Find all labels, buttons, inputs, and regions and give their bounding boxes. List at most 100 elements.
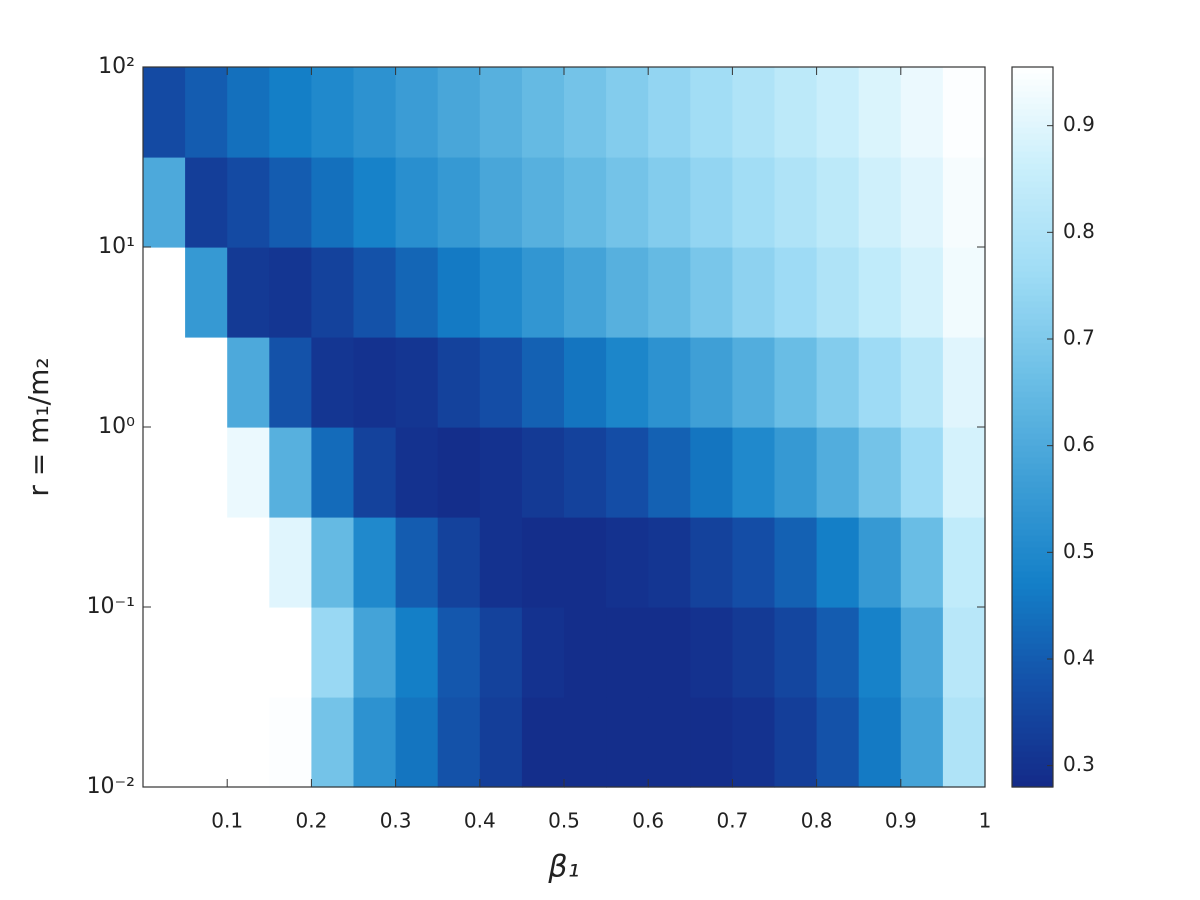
contour-cell xyxy=(732,67,776,158)
contour-cell xyxy=(690,516,733,608)
contour-cell xyxy=(479,67,523,158)
y-tick-label: 10⁰ xyxy=(98,414,135,439)
colorbar-swatch xyxy=(1012,637,1053,644)
contour-cell xyxy=(606,516,649,608)
colorbar-swatch xyxy=(1012,715,1053,722)
contour-cell xyxy=(353,696,397,788)
contour-cell xyxy=(900,246,944,338)
contour-cell xyxy=(353,426,397,518)
contour-cell xyxy=(395,516,439,608)
contour-cell xyxy=(437,696,481,788)
colorbar xyxy=(1012,67,1053,788)
colorbar-swatch xyxy=(1012,397,1053,404)
contour-cell xyxy=(521,246,565,338)
contour-cell xyxy=(143,516,186,608)
colorbar-swatch xyxy=(1012,325,1053,332)
y-tick-label: 10⁻¹ xyxy=(87,594,135,619)
contour-cell xyxy=(185,696,228,788)
contour-cell xyxy=(690,336,733,428)
contour-cell xyxy=(942,696,986,788)
contour-cell xyxy=(690,246,733,338)
contour-cell xyxy=(564,696,607,788)
colorbar-swatch xyxy=(1012,337,1053,344)
x-axis-label: β₁ xyxy=(547,850,579,885)
colorbar-tick-label: 0.9 xyxy=(1063,112,1095,136)
contour-cell xyxy=(690,156,733,248)
contour-cell xyxy=(774,696,818,788)
colorbar-swatch xyxy=(1012,613,1053,620)
x-tick-label: 0.2 xyxy=(295,809,327,833)
contour-cell xyxy=(185,156,228,248)
contour-cell xyxy=(816,516,860,608)
contour-cell xyxy=(648,696,691,788)
colorbar-swatch xyxy=(1012,415,1053,422)
x-tick-label: 0.8 xyxy=(801,809,833,833)
colorbar-swatch xyxy=(1012,505,1053,512)
colorbar-swatch xyxy=(1012,145,1053,152)
colorbar-swatch xyxy=(1012,721,1053,728)
colorbar-swatch xyxy=(1012,91,1053,98)
colorbar-swatch xyxy=(1012,535,1053,542)
colorbar-swatch xyxy=(1012,673,1053,680)
contour-cell xyxy=(564,246,607,338)
colorbar-swatch xyxy=(1012,565,1053,572)
contour-cell xyxy=(395,156,439,248)
colorbar-swatch xyxy=(1012,451,1053,458)
contour-cell xyxy=(564,606,607,698)
colorbar-swatch xyxy=(1012,217,1053,224)
contour-cell xyxy=(521,426,565,518)
contour-cell xyxy=(437,336,481,428)
colorbar-swatch xyxy=(1012,73,1053,80)
contour-cell xyxy=(606,156,649,248)
contour-cell xyxy=(732,336,776,428)
contour-cell xyxy=(479,246,523,338)
contour-cell xyxy=(690,606,733,698)
colorbar-tick-label: 0.6 xyxy=(1063,432,1095,456)
contour-cell xyxy=(185,67,228,158)
colorbar-swatch xyxy=(1012,151,1053,158)
contour-cell xyxy=(227,156,270,248)
colorbar-swatch xyxy=(1012,367,1053,374)
contour-cell xyxy=(311,606,355,698)
contour-cell xyxy=(143,606,186,698)
colorbar-swatch xyxy=(1012,385,1053,392)
colorbar-swatch xyxy=(1012,607,1053,614)
colorbar-swatch xyxy=(1012,373,1053,380)
contour-cell xyxy=(227,696,270,788)
y-tick-label: 10² xyxy=(98,54,135,79)
colorbar-swatch xyxy=(1012,307,1053,314)
contour-cell xyxy=(858,156,902,248)
contour-cell xyxy=(900,426,944,518)
colorbar-tick-label: 0.8 xyxy=(1063,219,1095,243)
contour-cell xyxy=(227,336,270,428)
contour-cell xyxy=(521,156,565,248)
contour-cell xyxy=(143,336,186,428)
colorbar-swatch xyxy=(1012,547,1053,554)
colorbar-swatch xyxy=(1012,481,1053,488)
contour-cell xyxy=(816,606,860,698)
contour-cell xyxy=(942,336,986,428)
colorbar-swatch xyxy=(1012,283,1053,290)
colorbar-swatch xyxy=(1012,727,1053,734)
colorbar-swatch xyxy=(1012,751,1053,758)
x-tick-label: 0.9 xyxy=(885,809,917,833)
contour-cell xyxy=(227,67,270,158)
colorbar-swatch xyxy=(1012,445,1053,452)
contour-cell xyxy=(774,606,818,698)
colorbar-swatch xyxy=(1012,355,1053,362)
contour-cell xyxy=(311,336,355,428)
contour-cell xyxy=(774,246,818,338)
contour-cell xyxy=(564,156,607,248)
colorbar-swatch xyxy=(1012,739,1053,746)
colorbar-swatch xyxy=(1012,619,1053,626)
colorbar-swatch xyxy=(1012,685,1053,692)
colorbar-swatch xyxy=(1012,529,1053,536)
contour-cell xyxy=(774,516,818,608)
colorbar-swatch xyxy=(1012,475,1053,482)
contour-cell xyxy=(269,696,312,788)
colorbar-swatch xyxy=(1012,193,1053,200)
contour-cell xyxy=(311,67,355,158)
contour-cell xyxy=(858,67,902,158)
colorbar-swatch xyxy=(1012,181,1053,188)
contour-cell xyxy=(606,246,649,338)
